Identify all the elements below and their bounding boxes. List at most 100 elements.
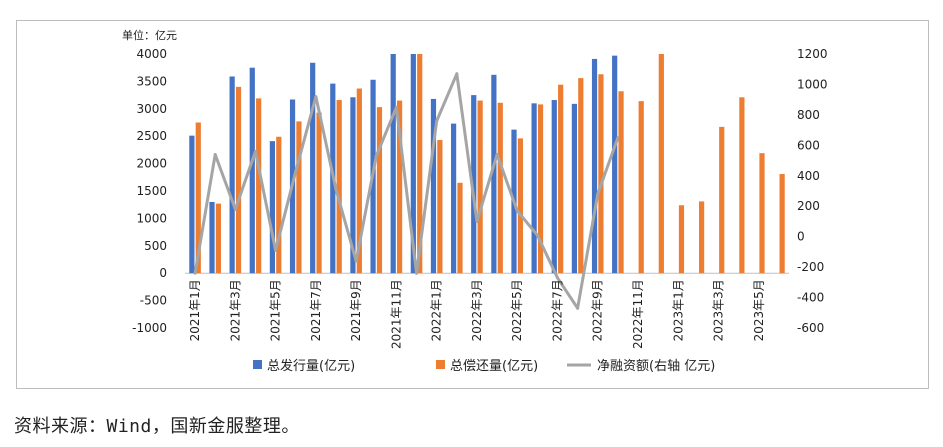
legend-label: 净融资额(右轴 亿元) <box>597 359 715 374</box>
right-axis-tick-label: 600 <box>797 138 820 152</box>
repayment-bar <box>215 203 221 274</box>
net-financing-point <box>193 271 197 275</box>
issuance-bar <box>571 103 577 274</box>
issuance-bar <box>390 54 396 274</box>
x-axis-tick-label: 2023年5月 <box>752 279 766 341</box>
repayment-bar <box>316 112 322 274</box>
issuance-bar <box>229 76 235 274</box>
legend-label: 总偿还量(亿元) <box>450 359 538 374</box>
right-axis-tick-label: 1200 <box>797 47 828 61</box>
repayment-bar <box>397 100 403 274</box>
net-financing-point <box>576 306 580 310</box>
net-financing-point <box>515 209 519 213</box>
issuance-bar <box>491 74 497 274</box>
left-axis-tick-label: 0 <box>159 266 167 280</box>
legend-swatch <box>436 360 445 369</box>
repayment-bar <box>558 84 564 274</box>
repayment-bar <box>437 140 443 274</box>
left-axis-tick-label: 500 <box>144 239 167 253</box>
repayment-bar <box>537 104 544 274</box>
net-financing-point <box>294 169 298 173</box>
issuance-bar <box>551 100 557 274</box>
net-financing-point <box>394 105 398 109</box>
right-axis-tick-label: 1000 <box>797 77 828 91</box>
left-axis-tick-label: 3500 <box>136 74 167 88</box>
legend-swatch <box>253 360 262 369</box>
net-financing-point <box>535 233 539 237</box>
net-financing-point <box>616 136 620 140</box>
repayment-bar <box>336 100 342 274</box>
left-axis-unit-label: 单位：亿元 <box>122 28 177 42</box>
net-financing-point <box>455 72 459 76</box>
repayment-bar <box>477 100 483 274</box>
x-axis-tick-label: 2021年7月 <box>309 279 323 341</box>
net-financing-point <box>213 152 217 156</box>
legend-label: 总发行量(亿元) <box>267 358 355 374</box>
right-axis-tick-label: -200 <box>797 260 824 274</box>
repayment-bar <box>376 107 383 274</box>
net-financing-line <box>193 72 620 310</box>
left-axis-tick-label: -500 <box>140 294 167 308</box>
issuance-bar <box>350 97 356 274</box>
repayment-bar <box>497 102 503 274</box>
left-axis-tick-label: 3000 <box>136 102 167 116</box>
net-financing-point <box>354 259 358 263</box>
source-note: 资料来源：Wind，国新金服整理。 <box>14 416 300 437</box>
right-axis-tick-label: 800 <box>797 108 820 122</box>
net-financing-point <box>475 219 479 223</box>
x-axis-tick-label: 2021年11月 <box>389 279 403 349</box>
repayment-bar <box>517 138 523 274</box>
net-financing-point <box>233 207 237 211</box>
net-financing-point <box>253 149 257 153</box>
repayment-bar <box>618 91 624 274</box>
left-axis-tick-label: 1000 <box>136 211 167 225</box>
net-financing-point <box>374 154 378 158</box>
repayment-bar <box>719 126 725 274</box>
chart-svg: 单位：亿元 -1000-5000500100015002000250030003… <box>122 28 828 374</box>
x-axis-tick-label: 2021年5月 <box>269 279 283 341</box>
repayment-bar <box>658 54 664 274</box>
issuance-bar <box>471 95 477 274</box>
issuance-bar <box>591 58 598 274</box>
x-axis-tick-label: 2022年3月 <box>470 279 484 341</box>
net-financing-point <box>495 152 499 156</box>
issuance-bar <box>410 54 416 274</box>
repayment-bar <box>256 98 262 274</box>
x-axis-tick-label: 2023年1月 <box>671 279 685 341</box>
net-financing-point <box>435 119 439 123</box>
repayment-bar <box>417 54 423 274</box>
issuance-bar <box>451 123 457 274</box>
repayment-bar <box>578 78 584 274</box>
x-axis-tick-label: 2021年3月 <box>228 279 242 341</box>
issuance-bar <box>189 135 195 274</box>
repayment-bar <box>235 86 242 274</box>
repayment-bar <box>598 74 604 274</box>
repayment-bar <box>699 201 705 274</box>
net-financing-point <box>555 276 559 280</box>
repayment-bar <box>457 182 463 274</box>
x-axis-tick-label: 2022年1月 <box>430 279 444 341</box>
x-axis-tick-label: 2021年9月 <box>349 279 363 341</box>
x-axis-tick-label: 2022年11月 <box>631 279 645 349</box>
net-financing-point <box>415 271 419 275</box>
left-axis-tick-label: 4000 <box>136 47 167 61</box>
x-axis-tick-label: 2022年5月 <box>510 279 524 341</box>
issuance-bar <box>531 103 537 274</box>
left-axis-tick-label: 1500 <box>136 184 167 198</box>
net-financing-point <box>596 192 600 196</box>
repayment-bar <box>195 122 201 274</box>
issuance-bar <box>209 201 215 274</box>
issuance-bar <box>269 141 275 274</box>
repayment-bar <box>296 121 302 274</box>
issuance-bar <box>430 98 437 274</box>
net-financing-point <box>314 95 318 99</box>
repayment-bar <box>276 136 282 274</box>
x-axis-tick-label: 2022年7月 <box>550 279 564 341</box>
repayment-bar <box>779 174 785 274</box>
x-axis-tick-label: 2022年9月 <box>591 279 605 341</box>
right-axis-tick-label: -600 <box>797 321 824 335</box>
left-axis-tick-label: 2500 <box>136 129 167 143</box>
repayment-bar <box>678 205 685 274</box>
repayment-bar <box>356 88 362 274</box>
chart-frame: 单位：亿元 -1000 -500 0 500 1000 1500 2000 2500 3000 3… <box>16 20 929 389</box>
